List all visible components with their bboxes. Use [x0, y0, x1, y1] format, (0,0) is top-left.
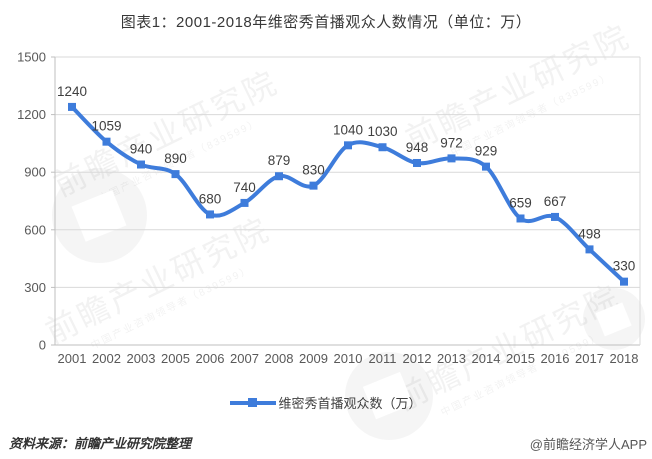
data-point-marker [275, 172, 283, 181]
data-point-label: 740 [233, 180, 256, 195]
x-axis-label: 2011 [369, 351, 397, 366]
data-point-marker [482, 162, 490, 171]
data-point-marker [378, 143, 387, 152]
data-point-label: 879 [268, 153, 291, 168]
data-point-label: 1059 [91, 119, 121, 134]
data-source-note: 资料来源：前瞻产业研究院整理 [9, 436, 192, 451]
x-axis-label: 2016 [541, 351, 570, 366]
data-point-marker [447, 154, 456, 163]
data-point-marker [344, 141, 352, 150]
chart-legend: 维密秀首播观众数（万） [0, 393, 652, 412]
data-point-marker [551, 212, 559, 221]
data-point-label: 667 [544, 194, 567, 209]
data-point-label: 680 [199, 191, 222, 206]
x-axis-label: 2017 [575, 351, 604, 366]
data-point-label: 1240 [57, 84, 87, 99]
y-axis-label: 1200 [17, 107, 46, 122]
data-point-marker [620, 277, 628, 286]
x-axis-label: 2008 [265, 351, 294, 366]
data-point-label: 890 [164, 151, 187, 166]
x-axis-label: 2006 [196, 351, 225, 366]
y-axis-label: 300 [24, 280, 46, 295]
x-axis-label: 2002 [92, 351, 121, 366]
x-axis-label: 2018 [610, 351, 639, 366]
data-point-label: 1030 [367, 124, 397, 139]
x-axis-label: 2015 [506, 351, 535, 366]
data-point-label: 498 [578, 226, 601, 241]
data-point-marker [413, 158, 421, 167]
data-point-marker [171, 170, 180, 179]
data-point-marker [309, 181, 318, 190]
data-point-label: 929 [475, 144, 498, 159]
x-axis-label: 2001 [58, 351, 87, 366]
chart-title: 图表1：2001-2018年维密秀首播观众人数情况（单位：万） [120, 14, 532, 31]
y-axis-label: 600 [24, 222, 46, 237]
data-point-marker [206, 210, 214, 219]
data-point-marker [102, 137, 111, 146]
attribution-note: @前瞻经济学人APP [529, 437, 647, 452]
y-axis-label: 0 [39, 338, 46, 353]
x-axis-label: 2009 [299, 351, 328, 366]
y-axis-label: 900 [24, 165, 46, 180]
legend-series-label: 维密秀首播观众数（万） [278, 396, 422, 411]
data-point-marker [585, 245, 594, 254]
data-point-label: 940 [130, 142, 153, 157]
data-point-marker [68, 102, 76, 111]
data-point-label: 330 [613, 259, 636, 274]
x-axis-label: 2010 [334, 351, 363, 366]
data-point-label: 659 [509, 195, 532, 210]
y-axis-label: 1500 [17, 50, 46, 65]
data-point-label: 972 [440, 135, 463, 150]
x-axis-label: 2003 [127, 351, 156, 366]
x-axis-label: 2005 [161, 351, 190, 366]
line-chart-canvas: 0 300 600 900 1200 1500 2001 2002 2003 2005 2006 20… [17, 50, 641, 366]
data-point-marker [137, 160, 145, 169]
data-point-label: 948 [406, 140, 429, 155]
data-point-label: 1040 [333, 122, 363, 137]
data-point-marker [240, 198, 249, 207]
x-axis-label: 2013 [437, 351, 466, 366]
data-point-label: 830 [302, 163, 325, 178]
legend-line-marker-icon [230, 396, 277, 409]
x-axis-label: 2014 [472, 351, 501, 366]
legend-square-marker-icon [248, 398, 258, 407]
data-point-marker [516, 214, 525, 223]
x-axis-label: 2007 [230, 351, 259, 366]
x-axis-label: 2012 [403, 351, 432, 366]
